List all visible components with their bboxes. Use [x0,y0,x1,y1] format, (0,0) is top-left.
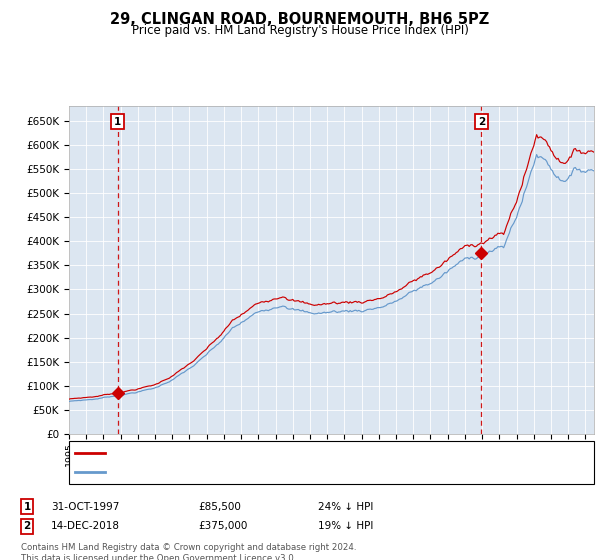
Text: 14-DEC-2018: 14-DEC-2018 [51,521,120,531]
Text: £375,000: £375,000 [198,521,247,531]
Text: HPI: Average price, detached house, Bournemouth Christchurch and Poole: HPI: Average price, detached house, Bour… [111,467,486,477]
Text: Price paid vs. HM Land Registry's House Price Index (HPI): Price paid vs. HM Land Registry's House … [131,24,469,36]
Text: 1: 1 [114,117,121,127]
Text: Contains HM Land Registry data © Crown copyright and database right 2024.
This d: Contains HM Land Registry data © Crown c… [21,543,356,560]
Text: 2: 2 [23,521,31,531]
Text: £85,500: £85,500 [198,502,241,512]
Text: 19% ↓ HPI: 19% ↓ HPI [318,521,373,531]
Text: 31-OCT-1997: 31-OCT-1997 [51,502,119,512]
Text: 29, CLINGAN ROAD, BOURNEMOUTH, BH6 5PZ (detached house): 29, CLINGAN ROAD, BOURNEMOUTH, BH6 5PZ (… [111,448,439,458]
Text: 1: 1 [23,502,31,512]
Text: 24% ↓ HPI: 24% ↓ HPI [318,502,373,512]
Text: 2: 2 [478,117,485,127]
Text: 29, CLINGAN ROAD, BOURNEMOUTH, BH6 5PZ: 29, CLINGAN ROAD, BOURNEMOUTH, BH6 5PZ [110,12,490,27]
